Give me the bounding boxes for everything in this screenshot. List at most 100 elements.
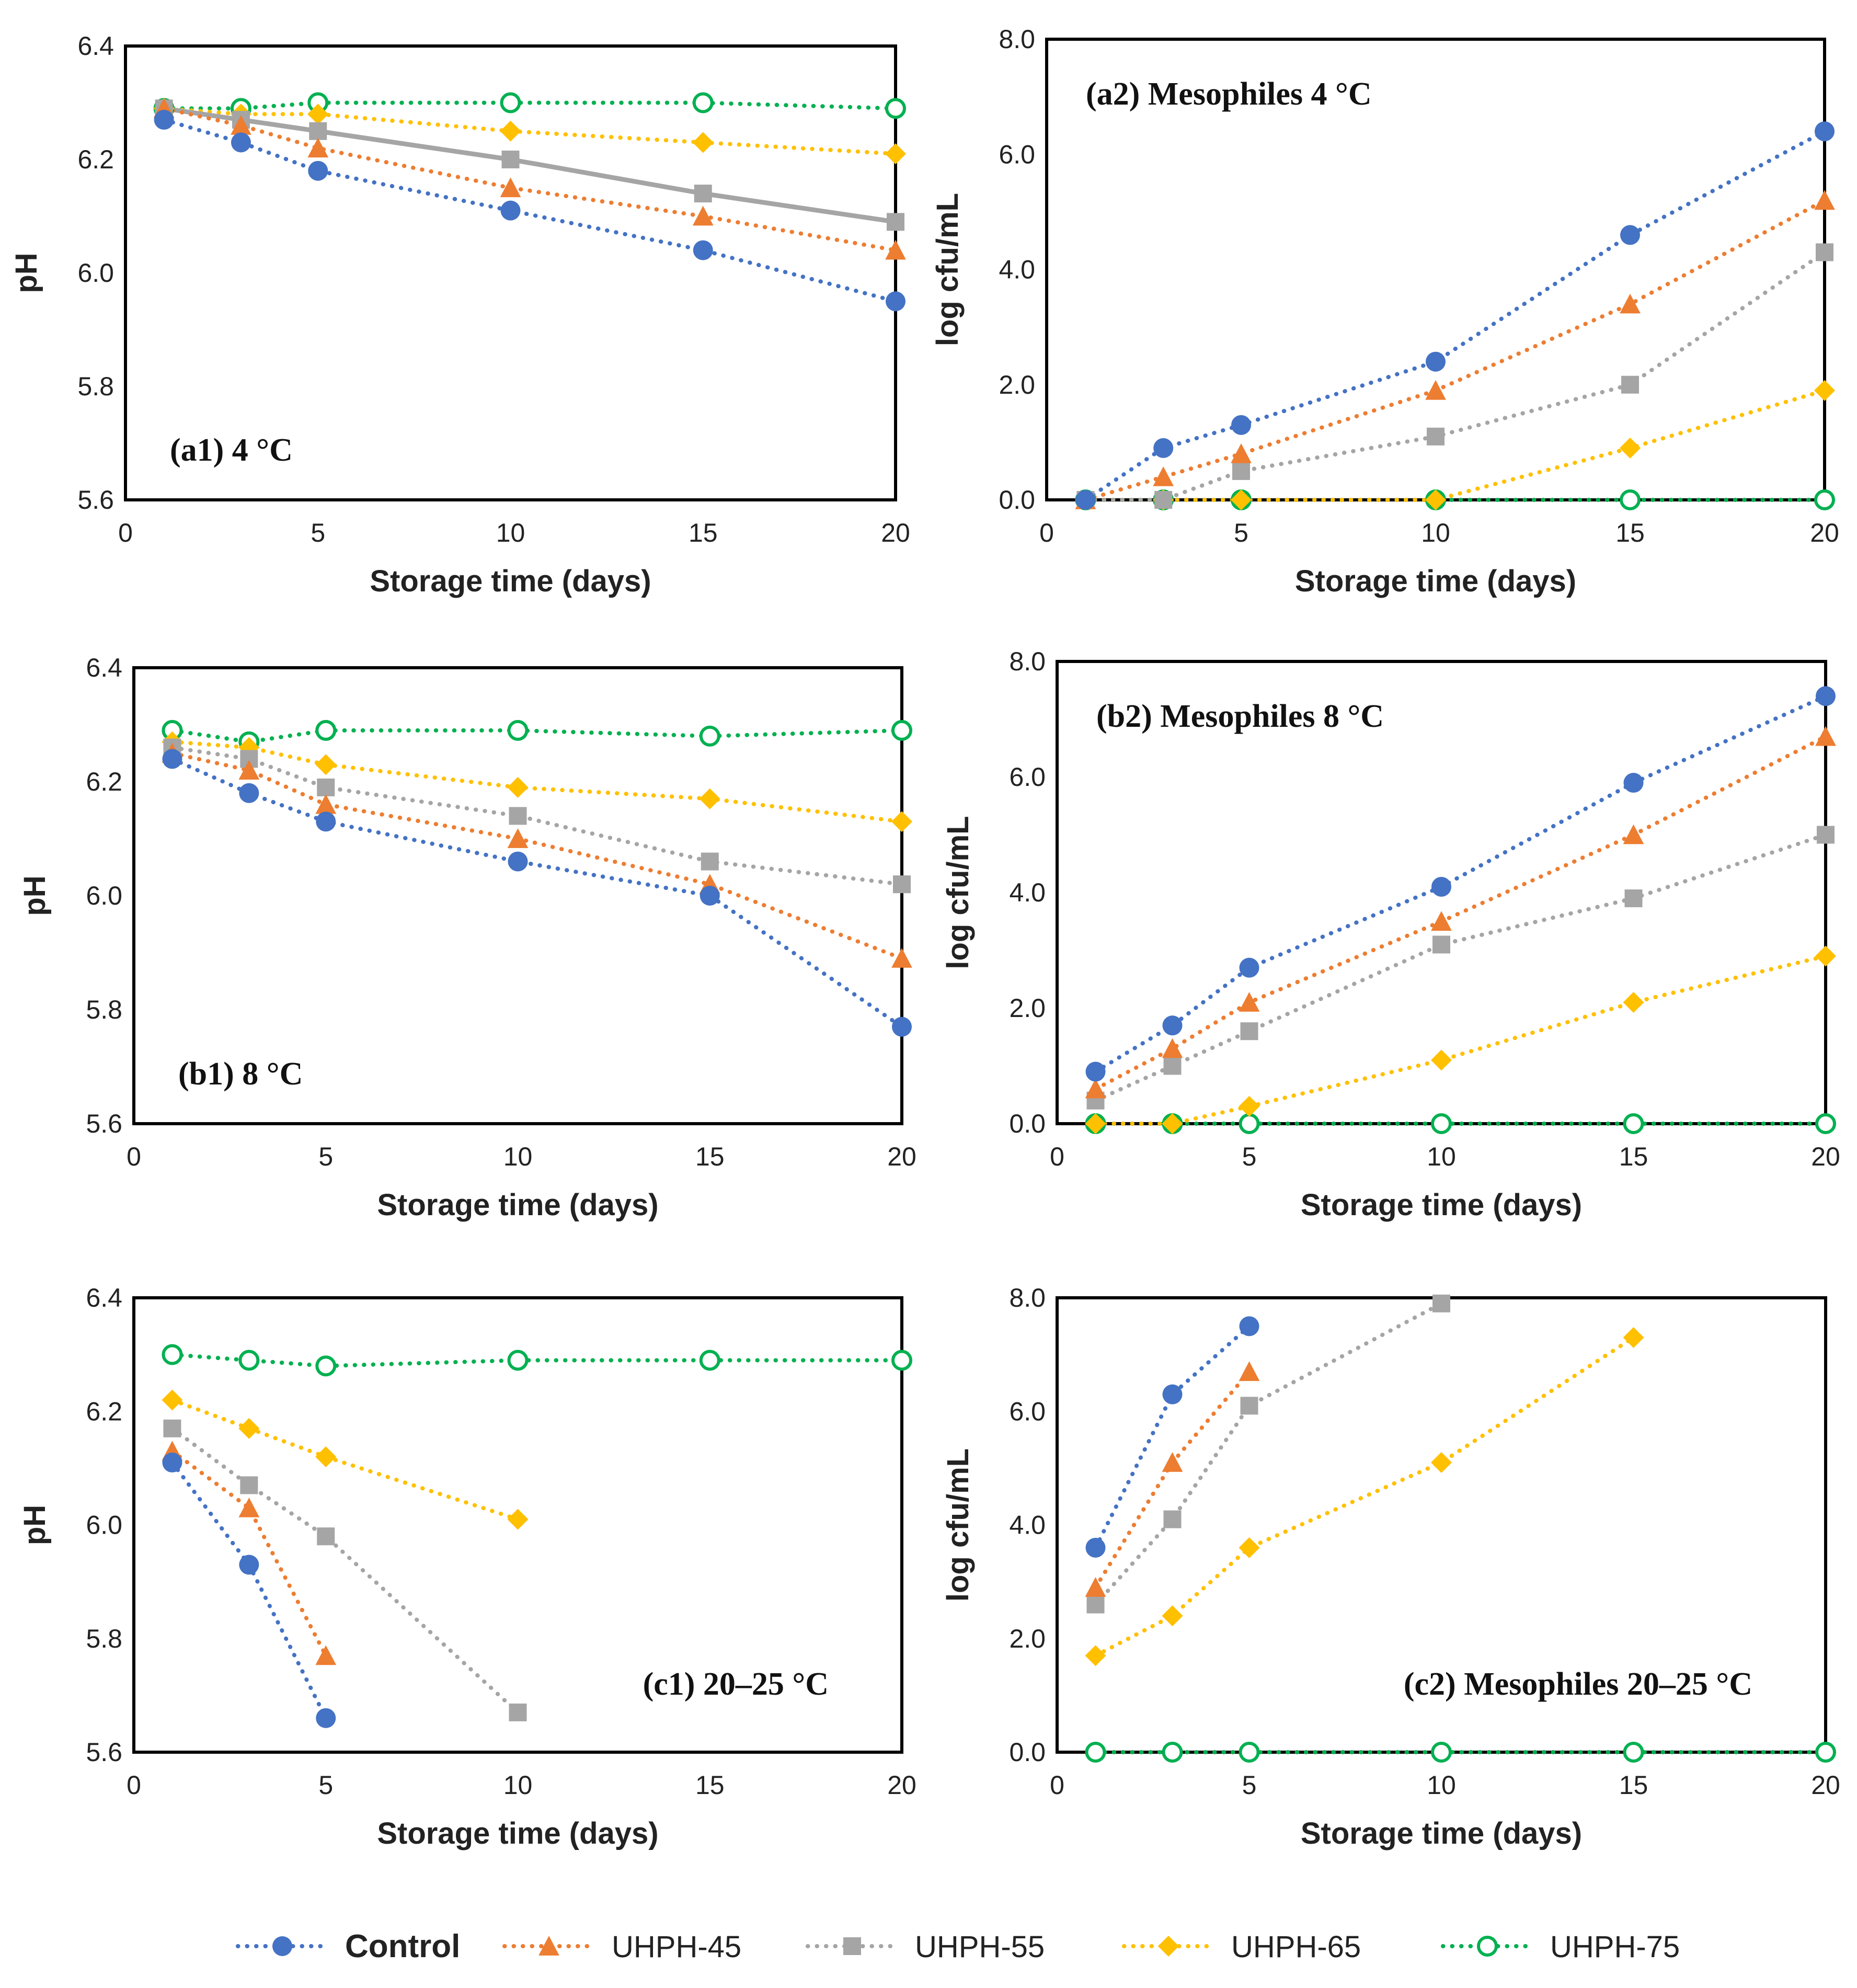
y-tick-label: 6.0	[77, 258, 114, 288]
data-point-uhph55	[509, 1703, 527, 1721]
series-markers-uhph75	[162, 719, 912, 752]
data-point-uhph55	[1432, 1294, 1450, 1312]
x-tick-label: 20	[1810, 518, 1839, 547]
data-point-control	[1239, 957, 1259, 978]
panel-title: (c1) 20–25 °C	[643, 1666, 829, 1702]
series-markers-uhph65	[162, 1389, 529, 1530]
series-markers-control	[162, 749, 912, 1037]
data-point-uhph45	[885, 239, 906, 260]
y-tick-label: 6.0	[1009, 762, 1046, 792]
data-point-uhph45	[1239, 992, 1260, 1012]
data-point-uhph65	[1623, 991, 1644, 1013]
data-point-uhph45	[1153, 466, 1174, 486]
data-point-uhph65	[885, 143, 906, 165]
data-point-uhph45	[692, 205, 714, 226]
data-point-control	[1431, 876, 1451, 897]
series-markers-uhph55	[163, 1419, 527, 1721]
legend-marker	[1158, 1936, 1179, 1957]
data-point-uhph65	[1623, 1327, 1644, 1349]
panel-title: (c2) Mesophiles 20–25 °C	[1404, 1666, 1752, 1702]
series-markers-uhph75	[1085, 1742, 1836, 1763]
series-markers-uhph65	[1085, 1327, 1644, 1666]
series-markers-control	[1085, 1316, 1259, 1558]
legend-marker	[843, 1937, 861, 1955]
data-point-uhph55	[1232, 462, 1250, 480]
data-point-uhph75	[1620, 489, 1641, 510]
data-point-control	[1085, 1537, 1106, 1558]
data-point-uhph45	[238, 1498, 260, 1517]
data-point-uhph65	[315, 1446, 337, 1468]
data-point-uhph55	[1817, 826, 1835, 844]
data-point-uhph55	[1240, 1397, 1258, 1415]
series-line-uhph65	[170, 1398, 520, 1522]
y-tick-label: 5.8	[77, 372, 114, 401]
data-point-uhph45	[231, 115, 251, 135]
y-tick-label: 0.0	[999, 485, 1035, 515]
x-tick-label: 10	[496, 518, 525, 547]
data-point-uhph65	[162, 1389, 183, 1411]
data-point-uhph45	[1623, 824, 1644, 844]
series-line-uhph55	[1093, 832, 1828, 1103]
x-axis-title: Storage time (days)	[377, 1188, 658, 1222]
chart-panels: 5.6 5.8 6.0 6.2 6.4 0 5 10 15 20 Storage time (day…	[9, 25, 1840, 1850]
legend-item-uhph45: UHPH-45	[502, 1930, 741, 1964]
chart-panel-c1: 5.6 5.8 6.0 6.2 6.4 0 5 10 15 20 Storage time (day…	[18, 1283, 916, 1850]
y-tick-label: 2.0	[1009, 1624, 1046, 1653]
data-point-uhph75	[1085, 1742, 1106, 1763]
x-tick-label: 0	[1039, 518, 1054, 547]
series-markers-uhph45	[162, 1441, 337, 1665]
chart-panel-c2: 0.0 2.0 4.0 6.0 8.0 0 5 10 15 20 Storage time (day…	[941, 1283, 1840, 1850]
data-point-control	[892, 1016, 912, 1037]
data-point-uhph75	[891, 1350, 912, 1371]
data-point-uhph45	[1239, 1361, 1260, 1381]
data-point-uhph55	[501, 151, 520, 168]
data-point-control	[316, 1708, 336, 1728]
data-point-uhph55	[317, 1527, 335, 1546]
series-line-control	[1083, 129, 1827, 502]
data-point-uhph65	[507, 776, 529, 798]
data-point-uhph75	[1239, 1742, 1260, 1763]
data-point-uhph65	[1431, 1452, 1452, 1473]
chart-panel-b2: 0.0 2.0 4.0 6.0 8.0 0 5 10 15 20 Storage time (day…	[941, 647, 1840, 1222]
series-line-uhph45	[1093, 734, 1828, 1091]
data-point-uhph45	[1620, 293, 1641, 314]
y-tick-label: 6.0	[86, 1511, 122, 1540]
data-point-uhph55	[701, 852, 719, 871]
y-axis-title: pH	[18, 875, 52, 916]
x-tick-label: 5	[1242, 1770, 1257, 1800]
x-tick-label: 20	[887, 1770, 916, 1800]
y-axis-title: log cfu/mL	[941, 816, 975, 969]
x-tick-label: 0	[127, 1142, 141, 1171]
y-tick-label: 5.6	[77, 485, 114, 515]
data-point-uhph65	[315, 754, 337, 775]
data-point-uhph55	[694, 185, 712, 203]
y-axis-title: pH	[18, 1505, 52, 1545]
legend-label: UHPH-45	[612, 1930, 741, 1964]
data-point-control	[1620, 225, 1640, 245]
series-line-uhph45	[1083, 198, 1827, 502]
series-markers-control	[1075, 121, 1835, 510]
y-tick-label: 5.8	[86, 1624, 122, 1653]
data-point-uhph65	[1431, 1049, 1452, 1071]
data-point-uhph55	[1621, 375, 1639, 394]
data-point-uhph75	[1623, 1742, 1644, 1763]
data-point-uhph45	[315, 794, 337, 814]
data-point-uhph65	[891, 811, 912, 832]
data-point-control	[700, 886, 720, 906]
y-tick-label: 6.0	[86, 881, 122, 910]
x-tick-label: 20	[1811, 1770, 1840, 1800]
series-line-uhph55	[1083, 250, 1827, 502]
data-point-control	[1426, 351, 1446, 372]
series-line-control	[170, 757, 904, 1029]
series-markers-uhph75	[153, 92, 906, 119]
x-axis-title: Storage time (days)	[1301, 1816, 1582, 1850]
legend-marker	[272, 1936, 292, 1956]
data-point-uhph65	[1814, 380, 1835, 401]
data-point-uhph75	[692, 92, 714, 113]
data-point-uhph65	[1815, 945, 1836, 967]
data-point-uhph65	[238, 1418, 260, 1439]
data-point-uhph45	[238, 760, 260, 780]
data-point-uhph45	[891, 948, 912, 968]
x-axis-title: Storage time (days)	[370, 564, 651, 598]
data-point-uhph55	[887, 213, 904, 231]
